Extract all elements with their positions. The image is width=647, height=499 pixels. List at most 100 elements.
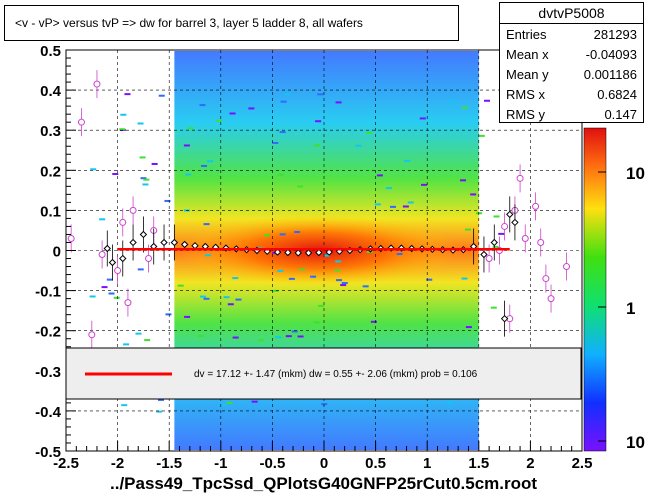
profile-pink-point	[521, 234, 529, 242]
x-tick-label: 2.5	[572, 455, 593, 472]
chart-title: <v - vP> versus tvP => dw for barrel 3, …	[15, 16, 363, 30]
heatmap-cell	[124, 93, 131, 96]
heatmap-cell	[199, 104, 206, 107]
heatmap-cell	[183, 144, 190, 147]
heatmap-cell	[336, 279, 343, 282]
chart-title-box: <v - vP> versus tvP => dw for barrel 3, …	[4, 5, 459, 41]
heatmap-cell	[142, 183, 149, 186]
heatmap-cell	[139, 156, 146, 159]
heatmap-cell	[335, 260, 342, 263]
heatmap-cell	[203, 223, 210, 226]
heatmap-cell	[460, 179, 467, 182]
profile-black-point	[180, 240, 189, 249]
profile-black-point	[139, 230, 148, 239]
color-scale-label: 10	[626, 433, 645, 452]
x-tick-label: 0.5	[365, 455, 386, 472]
heatmap-cell	[362, 285, 369, 288]
profile-pink-point	[501, 222, 509, 230]
profile-pink-point	[516, 174, 524, 182]
heatmap-cell	[335, 101, 342, 104]
heatmap-cell	[201, 164, 208, 167]
heatmap-cell	[355, 144, 362, 147]
y-tick-label: 0.1	[40, 203, 61, 220]
heatmap-cell	[90, 168, 97, 171]
heatmap-cell	[200, 295, 207, 298]
heatmap-cell	[158, 398, 165, 401]
stats-value: -0.04093	[585, 47, 637, 62]
color-scale-label: 1	[626, 299, 635, 318]
heatmap-cell	[279, 233, 286, 236]
heatmap-cell	[341, 282, 348, 285]
heatmap-cell	[420, 183, 427, 186]
heatmap-cell	[402, 205, 409, 208]
heatmap-cell	[318, 304, 325, 307]
profile-black-point	[294, 249, 302, 257]
profile-black-point	[160, 238, 168, 247]
stats-name: dvtvP5008	[500, 3, 643, 24]
profile-pink-point	[98, 251, 106, 259]
heatmap-cell	[187, 127, 194, 130]
stats-value: 0.147	[604, 107, 637, 122]
heatmap-cell	[232, 277, 239, 280]
heatmap-cell	[89, 295, 96, 298]
heatmap-cell	[177, 284, 184, 287]
profile-black-point	[511, 218, 519, 227]
y-tick-label: 0.5	[40, 43, 61, 60]
heatmap-cell	[227, 303, 234, 306]
heatmap-cell	[465, 326, 472, 329]
profile-pink-point	[129, 206, 137, 214]
heatmap-cell	[101, 286, 108, 289]
heatmap-cell	[464, 228, 471, 231]
heatmap-cell	[277, 173, 284, 176]
heatmap-cell	[294, 230, 301, 233]
y-tick-label: 0.2	[40, 163, 61, 180]
heatmap-cell	[374, 203, 381, 206]
profile-black-point	[506, 210, 514, 219]
heatmap-cell	[280, 100, 287, 103]
heatmap-cell	[204, 254, 211, 257]
color-scale-label: 10	[626, 164, 645, 183]
heatmap-cell	[419, 117, 426, 120]
heatmap-cell	[366, 131, 373, 134]
profile-black-point	[480, 250, 488, 259]
x-tick-label: 1.5	[468, 455, 489, 472]
heatmap-cell	[108, 292, 115, 295]
heatmap-cell	[184, 315, 191, 318]
profile-black-point	[500, 314, 509, 323]
heatmap-cell	[389, 205, 396, 208]
heatmap-cell	[232, 336, 239, 339]
x-tick-label: -1.5	[156, 455, 182, 472]
y-tick-label: -0.4	[35, 404, 62, 421]
heatmap-cell	[404, 159, 411, 162]
profile-pink-point	[119, 218, 127, 226]
heatmap-cell	[185, 173, 192, 176]
heatmap-cell	[106, 278, 113, 281]
profile-black-point	[129, 238, 137, 247]
profile-pink-point	[537, 238, 545, 246]
heatmap-cell	[340, 284, 347, 287]
heatmap-cell	[144, 339, 151, 342]
x-tick-label: -0.5	[259, 455, 285, 472]
profile-pink-point	[485, 255, 493, 263]
heatmap-cell	[310, 275, 317, 278]
profile-pink-point	[563, 263, 571, 271]
heatmap-cell	[470, 193, 477, 196]
x-tick-label: -2	[111, 455, 124, 472]
profile-black-point	[119, 254, 127, 263]
heatmap-cell	[396, 253, 403, 256]
heatmap-cell	[272, 289, 279, 292]
profile-black-point	[490, 238, 498, 247]
heatmap-cell	[264, 234, 271, 237]
heatmap-cell	[251, 400, 258, 403]
heatmap-cell	[407, 201, 414, 204]
heatmap-cell	[119, 128, 126, 131]
heatmap-cell	[123, 343, 130, 346]
profile-pink-point	[93, 80, 101, 88]
heatmap-cell	[277, 269, 284, 272]
heatmap-cell	[203, 297, 210, 300]
heatmap-cell	[449, 100, 456, 103]
profile-pink-point	[145, 255, 153, 263]
stats-row-entries: Entries 281293	[500, 24, 643, 44]
heatmap-cell	[279, 131, 286, 134]
heatmap-cell	[498, 232, 505, 235]
